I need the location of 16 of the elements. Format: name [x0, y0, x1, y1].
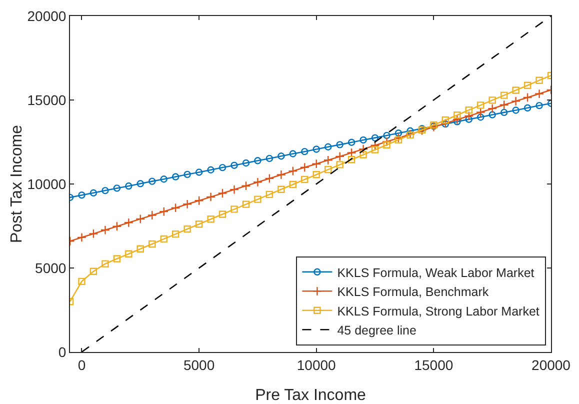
y-axis-title: Post Tax Income	[8, 124, 26, 243]
legend-label: KKLS Formula, Weak Labor Market	[337, 266, 535, 280]
x-tick-label: 20000	[532, 356, 571, 373]
x-tick-label: 5000	[183, 356, 215, 373]
y-tick-label: 0	[58, 344, 66, 360]
y-tick-label: 15000	[27, 92, 66, 108]
y-tick-label: 10000	[27, 176, 66, 192]
y-tick-label: 5000	[35, 260, 66, 276]
x-axis-title: Pre Tax Income	[255, 387, 366, 404]
x-tick-label: 0	[78, 356, 86, 373]
legend-label: KKLS Formula, Strong Labor Market	[337, 304, 540, 318]
y-tick-label: 20000	[27, 8, 66, 24]
legend-label: KKLS Formula, Benchmark	[337, 285, 490, 300]
legend-label: 45 degree line	[337, 324, 416, 338]
x-tick-label: 10000	[296, 356, 336, 373]
x-tick-label: 15000	[414, 356, 454, 373]
